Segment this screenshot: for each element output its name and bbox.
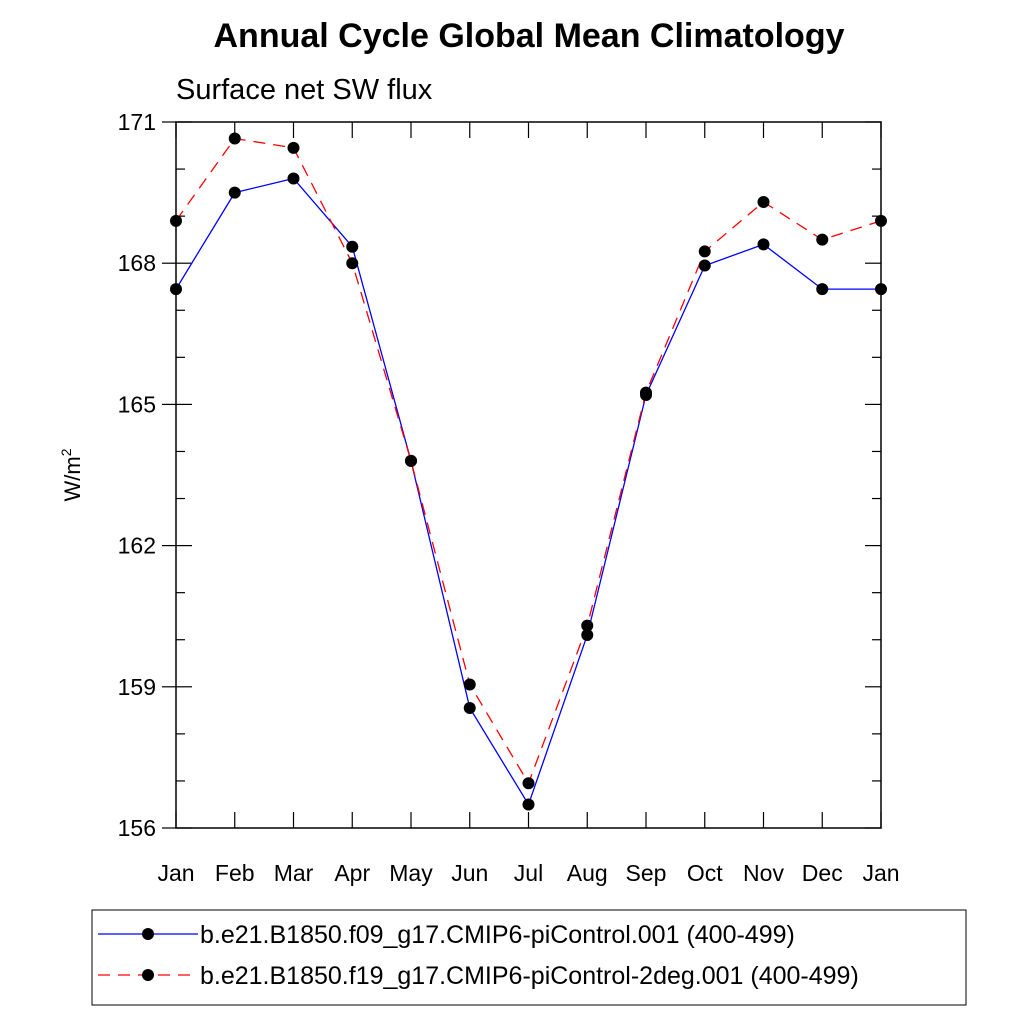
legend-marker-series-1 bbox=[142, 928, 154, 940]
series-line-1 bbox=[175, 177, 881, 807]
data-point-series-1 bbox=[698, 259, 711, 272]
x-axis-ticks: Jan Feb Mar Apr May Jun Jul Aug Sep Oct Nov Dec Jan bbox=[157, 122, 900, 886]
legend-item-series-2: b.e21.B1850.f19_g17.CMIP6-piControl-2deg… bbox=[98, 962, 859, 990]
y-axis-label: W/m2 bbox=[58, 448, 85, 501]
series-group bbox=[170, 132, 887, 811]
data-point-series-1 bbox=[228, 186, 241, 199]
data-point-series-1 bbox=[757, 238, 770, 251]
x-tick-label: May bbox=[389, 860, 433, 886]
data-point-series-2 bbox=[405, 454, 417, 467]
chart-title: Annual Cycle Global Mean Climatology bbox=[214, 17, 845, 55]
y-axis-ticks: 156 159 162 165 168 171 bbox=[118, 109, 881, 841]
y-tick-label: 162 bbox=[118, 533, 156, 559]
legend-box bbox=[91, 909, 967, 1006]
data-point-series-2 bbox=[228, 132, 241, 145]
x-tick-label: Dec bbox=[802, 860, 843, 886]
y-axis-label-base: W/m bbox=[60, 456, 85, 501]
data-point-series-2 bbox=[581, 619, 594, 632]
x-tick-label: Nov bbox=[743, 860, 784, 886]
data-point-series-1 bbox=[463, 701, 476, 714]
data-point-series-2 bbox=[522, 777, 535, 790]
x-tick-label: Jan bbox=[862, 860, 899, 886]
legend-marker-series-2 bbox=[142, 969, 154, 981]
x-tick-label: Aug bbox=[567, 860, 608, 886]
y-tick-label: 171 bbox=[118, 109, 156, 135]
plot-frame bbox=[175, 121, 882, 829]
legend-label-series-2: b.e21.B1850.f19_g17.CMIP6-piControl-2deg… bbox=[200, 962, 859, 990]
x-tick-label: Mar bbox=[274, 860, 314, 886]
y-axis-label-superscript: 2 bbox=[58, 448, 74, 456]
y-tick-label: 165 bbox=[118, 391, 156, 417]
legend-item-series-1: b.e21.B1850.f09_g17.CMIP6-piControl.001 … bbox=[98, 921, 795, 949]
data-point-series-2 bbox=[346, 257, 359, 270]
legend-label-series-1: b.e21.B1850.f09_g17.CMIP6-piControl.001 … bbox=[200, 921, 795, 949]
x-tick-label: Feb bbox=[215, 860, 255, 886]
data-point-series-1 bbox=[522, 798, 535, 811]
data-point-series-1 bbox=[287, 172, 300, 185]
data-point-series-1 bbox=[346, 240, 359, 253]
series-line-2 bbox=[175, 137, 882, 785]
data-point-series-2 bbox=[170, 214, 182, 227]
data-point-series-2 bbox=[875, 214, 887, 227]
y-tick-label: 156 bbox=[118, 815, 156, 841]
x-tick-label: Jul bbox=[514, 860, 543, 886]
data-point-series-2 bbox=[816, 233, 829, 246]
data-point-series-2 bbox=[287, 141, 300, 154]
data-point-series-1 bbox=[875, 283, 887, 296]
data-point-series-2 bbox=[757, 196, 770, 209]
x-tick-label: Jun bbox=[451, 860, 488, 886]
x-tick-label: Sep bbox=[626, 860, 667, 886]
data-point-series-1 bbox=[816, 283, 829, 296]
data-point-series-1 bbox=[581, 629, 594, 642]
x-tick-label: Apr bbox=[334, 860, 370, 886]
data-point-series-2 bbox=[463, 678, 476, 691]
y-tick-label: 168 bbox=[118, 250, 156, 276]
data-point-series-2 bbox=[698, 245, 711, 258]
data-point-series-1 bbox=[170, 283, 182, 296]
x-tick-label: Oct bbox=[687, 860, 723, 886]
x-tick-label: Jan bbox=[157, 860, 194, 886]
data-point-series-2 bbox=[640, 386, 652, 399]
chart-subtitle: Surface net SW flux bbox=[176, 74, 433, 106]
y-tick-label: 159 bbox=[118, 674, 156, 700]
